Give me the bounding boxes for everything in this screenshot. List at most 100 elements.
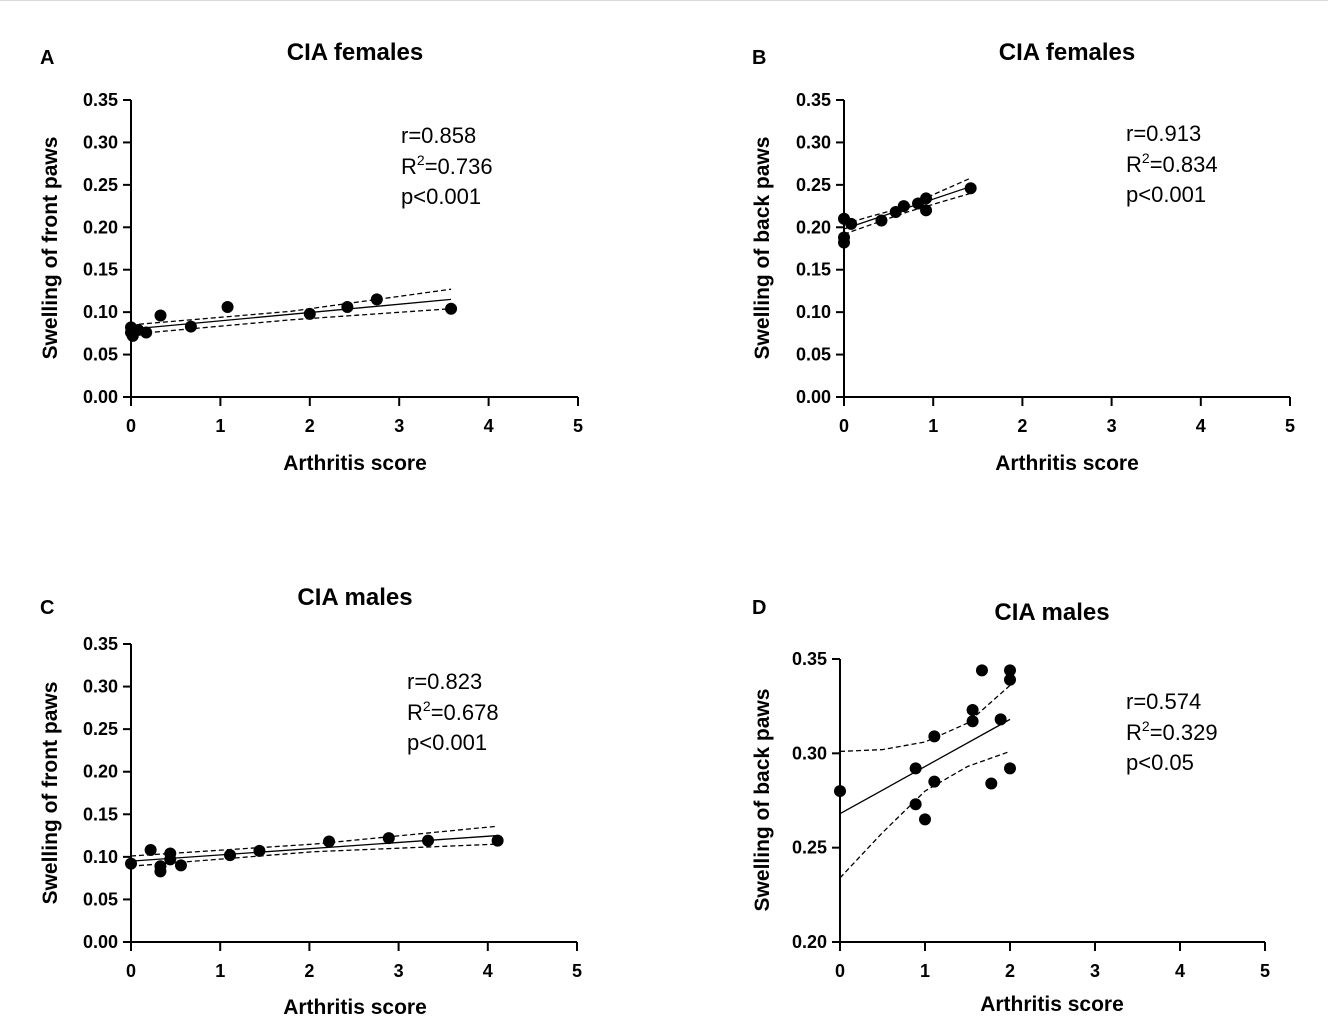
panel-d-data-point [909, 762, 922, 775]
panel-c-fit-line [130, 834, 498, 862]
panel-d-stat-r: r=0.574 [1126, 689, 1201, 714]
panel-a-x-tick-label: 0 [126, 416, 136, 436]
panel-b-x-tick-label: 5 [1285, 416, 1295, 436]
panel-b-ci-lower [843, 192, 971, 235]
panel-d-data-point [834, 785, 846, 798]
panel-a-data-point [370, 293, 383, 306]
panel-d-y-axis-label: Swelling of back paws [751, 689, 774, 912]
panel-c-y-tick-label: 0.25 [83, 719, 118, 739]
panel-b-data-point [897, 200, 910, 213]
panel-c-data-point [382, 832, 395, 845]
panel-c-chart: C CIA males 0.00 0.05 0.10 0.15 0.20 0.25 0.30 0.… [39, 584, 582, 1019]
panel-d-y-tick-label: 0.20 [792, 932, 827, 952]
panel-d-data-point [985, 777, 998, 790]
panel-d-data-point [966, 715, 979, 728]
panel-d-data-point [994, 713, 1007, 726]
panel-b-title: CIA females [999, 39, 1136, 66]
panel-b-stat-r2: R2=0.834 [1126, 150, 1218, 177]
panel-a-data-point [445, 302, 458, 315]
panel-a-y-tick-label: 0.15 [83, 260, 118, 280]
panel-a-y-tick-label: 0.00 [83, 387, 118, 407]
panel-a-y-axis-label: Swelling of front paws [39, 137, 62, 360]
panel-d-data-point [928, 730, 941, 743]
panel-c-y-tick-label: 0.10 [83, 847, 118, 867]
panel-d-title: CIA males [994, 599, 1109, 626]
panel-c-ci-upper [130, 825, 498, 857]
panel-d-x-tick-label: 4 [1175, 961, 1185, 981]
panel-b-y-tick-label: 0.25 [796, 175, 831, 195]
panel-d-data-point [1004, 762, 1016, 775]
panel-b-data-point [964, 182, 977, 195]
panel-b-stat-r2-sup: 2 [1142, 150, 1150, 166]
panel-b-letter: B [752, 47, 766, 69]
panel-c-x-tick-label: 2 [304, 961, 314, 981]
panel-a-stat-r2-sup: 2 [417, 152, 425, 168]
panel-c-letter: C [40, 597, 54, 619]
panel-d-fit-line [839, 718, 1011, 815]
panel-b-y-tick-label: 0.00 [796, 387, 831, 407]
panel-a-letter: A [40, 47, 54, 69]
panel-a-y-tick-label: 0.30 [83, 132, 118, 152]
panel-b-y-tick-label: 0.20 [796, 217, 831, 237]
panel-d-x-tick-label: 3 [1090, 961, 1100, 981]
panel-a-ci-lower [130, 308, 452, 335]
panel-a-data-point [140, 326, 153, 339]
panel-c-data-point [224, 849, 237, 862]
panel-c-y-tick-label: 0.20 [83, 762, 118, 782]
panel-d-y-tick-label: 0.25 [792, 838, 827, 858]
panel-d-stat-r2-value: =0.329 [1150, 720, 1218, 745]
panel-d-x-axis-label: Arthritis score [980, 993, 1124, 1016]
panel-c-data-point [154, 865, 167, 878]
panel-b-stat-p: p<0.001 [1126, 182, 1206, 207]
panel-d-data-point [1004, 673, 1016, 686]
panel-b-y-tick-label: 0.30 [796, 132, 831, 152]
panel-d-stat-r2: R2=0.329 [1126, 718, 1218, 745]
panel-d-data-point [919, 813, 931, 826]
panel-d-chart: D CIA males 0.20 0.25 0.30 0.35 0 1 2 3 4 5 Arthriti… [751, 597, 1270, 1016]
panel-b-data-point [875, 214, 888, 227]
panel-c-x-axis-label: Arthritis score [283, 996, 427, 1019]
panel-d-stat-r2-prefix: R [1126, 720, 1142, 745]
panel-c-stat-p: p<0.001 [407, 730, 487, 755]
panel-d-stat-p: p<0.05 [1126, 750, 1194, 775]
panel-c-data-point [144, 844, 157, 857]
panel-d-data-point [975, 664, 988, 677]
panel-b-stat-r2-value: =0.834 [1150, 152, 1218, 177]
panel-c-x-tick-label: 5 [572, 961, 582, 981]
panel-d-x-tick-label: 2 [1005, 961, 1015, 981]
panel-a-data-point [221, 301, 234, 314]
panel-a-stat-r2-value: =0.736 [425, 154, 493, 179]
panel-b-x-tick-label: 1 [928, 416, 938, 436]
panel-d-y-tick-label: 0.35 [792, 649, 827, 669]
panel-b-y-tick-label: 0.05 [796, 345, 831, 365]
panel-c-stat-r2-sup: 2 [423, 698, 431, 714]
panel-c-y-tick-label: 0.05 [83, 889, 118, 909]
panel-d-stat-r2-sup: 2 [1142, 718, 1150, 734]
panel-c-y-axis-label: Swelling of front paws [39, 682, 62, 905]
panel-b-y-tick-label: 0.35 [796, 90, 831, 110]
panel-d-data-point [928, 775, 941, 788]
panel-a-stat-r2-prefix: R [401, 154, 417, 179]
panel-b-stat-r2-prefix: R [1126, 152, 1142, 177]
panel-c-y-tick-label: 0.00 [83, 932, 118, 952]
panel-a-y-tick-label: 0.20 [83, 217, 118, 237]
panel-c-stat-r2-prefix: R [407, 700, 423, 725]
panel-a-x-tick-label: 4 [484, 416, 494, 436]
panel-a-y-tick-label: 0.25 [83, 175, 118, 195]
panel-a-stat-p: p<0.001 [401, 184, 481, 209]
panel-b-x-tick-label: 0 [839, 416, 849, 436]
panel-b-y-axis-label: Swelling of back paws [751, 137, 774, 360]
panel-d-ci-lower [839, 750, 1011, 879]
panel-b-chart: B CIA females 0.00 0.05 0.10 0.15 0.20 0.25 0.30… [751, 39, 1295, 475]
top-border-line [0, 0, 1328, 1]
panel-c-data-point [125, 857, 137, 870]
panel-c-stat-r2-value: =0.678 [431, 700, 499, 725]
panel-d-letter: D [752, 597, 766, 619]
panel-d-x-tick-label: 1 [920, 961, 930, 981]
panel-a-stat-r: r=0.858 [401, 123, 476, 148]
panel-d-ci-upper [839, 684, 1011, 753]
panel-b-x-tick-label: 2 [1017, 416, 1027, 436]
panel-c-data-point [253, 844, 266, 857]
panel-a-y-tick-label: 0.35 [83, 90, 118, 110]
